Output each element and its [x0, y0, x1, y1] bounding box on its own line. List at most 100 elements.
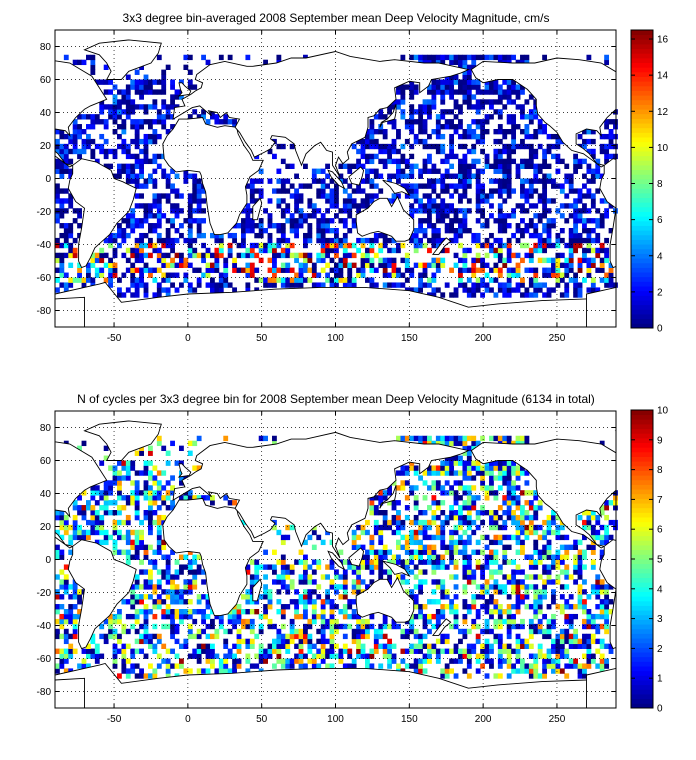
heat-cell	[586, 129, 592, 135]
heat-cell	[480, 519, 486, 526]
heat-cell	[68, 148, 74, 155]
heat-cell	[493, 79, 499, 85]
heat-cell	[480, 534, 486, 541]
heat-cell	[298, 213, 304, 219]
heat-cell	[555, 158, 561, 165]
heat-cell	[267, 564, 273, 570]
heat-cell	[564, 218, 570, 224]
heat-cell	[117, 549, 122, 555]
heat-cell	[466, 609, 472, 615]
heat-cell	[458, 64, 463, 70]
heat-cell	[409, 203, 415, 209]
heat-cell	[325, 564, 330, 570]
heat-cell	[338, 648, 344, 654]
heat-cell	[232, 609, 237, 615]
heat-cell	[347, 183, 353, 189]
heat-cell	[360, 643, 366, 649]
heat-cell	[103, 138, 109, 145]
heat-cell	[577, 589, 583, 595]
heat-cell	[382, 519, 388, 526]
heat-cell	[497, 148, 503, 155]
heat-cell	[449, 505, 455, 511]
heat-cell	[320, 247, 326, 254]
heat-cell	[121, 599, 127, 605]
heat-cell	[422, 618, 428, 625]
heat-cell	[90, 524, 96, 531]
heat-cell	[391, 559, 397, 565]
heat-cell	[564, 604, 570, 610]
heat-cell	[81, 282, 87, 288]
heat-cell	[582, 158, 587, 165]
heat-cell	[466, 168, 472, 174]
colorbar-segment	[631, 484, 653, 490]
heat-cell	[427, 153, 432, 160]
heat-cell	[475, 549, 481, 555]
heat-cell	[542, 613, 548, 620]
land-outline	[83, 39, 162, 80]
heat-cell	[484, 54, 490, 61]
heat-cell	[285, 638, 291, 645]
heat-cell	[183, 64, 189, 70]
heat-cell	[466, 455, 472, 461]
heat-cell	[298, 599, 304, 605]
heat-cell	[586, 609, 592, 615]
heat-cell	[258, 223, 264, 229]
colorbar-segment	[631, 95, 653, 101]
heat-cell	[125, 643, 131, 649]
heat-cell	[551, 242, 556, 249]
heat-cell	[289, 663, 295, 669]
heat-cell	[391, 658, 397, 664]
heat-cell	[258, 168, 264, 174]
heat-cell	[497, 267, 503, 273]
heat-cell	[599, 638, 605, 645]
heat-cell	[449, 470, 455, 476]
heat-cell	[453, 292, 459, 298]
heat-cell	[497, 272, 503, 278]
heat-cell	[506, 579, 512, 585]
heat-cell	[435, 609, 441, 615]
heat-cell	[112, 544, 118, 550]
heat-cell	[489, 613, 494, 620]
heat-cell	[520, 54, 525, 61]
heat-cell	[280, 232, 286, 239]
heat-cell	[134, 450, 140, 456]
heat-cell	[303, 589, 308, 595]
heat-cell	[382, 613, 388, 620]
heat-cell	[117, 242, 122, 249]
heat-cell	[249, 623, 255, 630]
heat-cell	[573, 544, 579, 550]
heat-cell	[325, 574, 330, 580]
heat-cell	[152, 465, 158, 471]
heat-cell	[174, 609, 180, 615]
heat-cell	[511, 252, 517, 259]
heat-cell	[254, 663, 260, 669]
heat-cell	[134, 549, 140, 555]
heat-cell	[480, 465, 486, 471]
heat-cell	[285, 203, 291, 209]
heat-cell	[590, 514, 596, 521]
heat-cell	[568, 228, 574, 234]
heat-cell	[342, 663, 348, 669]
heat-cell	[440, 490, 446, 496]
heat-cell	[320, 628, 326, 635]
heat-cell	[378, 524, 384, 531]
heat-cell	[555, 143, 561, 150]
land-outline	[252, 197, 263, 221]
heat-cell	[608, 282, 614, 288]
heat-cell	[86, 54, 91, 61]
heat-cell	[396, 129, 401, 135]
heat-cell	[466, 539, 472, 546]
heat-cell	[320, 638, 326, 645]
heat-cell	[506, 475, 512, 481]
heat-cell	[249, 223, 255, 229]
heat-cell	[325, 589, 330, 595]
heat-cell	[497, 129, 503, 135]
heat-cell	[493, 609, 499, 615]
heat-cell	[551, 554, 556, 560]
heat-cell	[564, 653, 570, 659]
heat-cell	[431, 495, 437, 501]
heat-cell	[179, 208, 184, 214]
heat-cell	[493, 559, 499, 565]
heat-cell	[303, 54, 308, 61]
heat-cell	[77, 445, 82, 451]
